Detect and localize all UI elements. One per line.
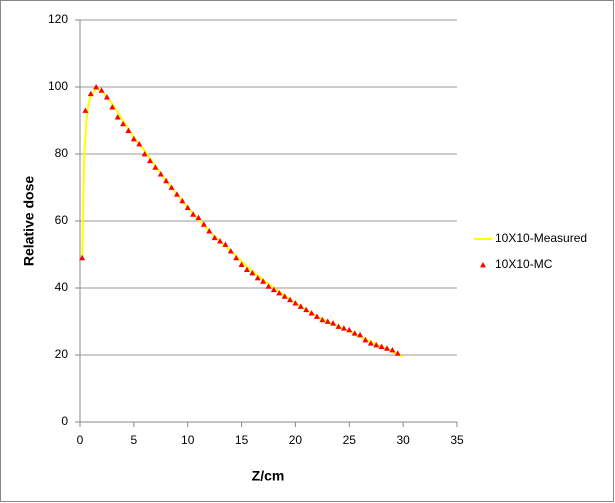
- legend-swatch: [480, 262, 486, 268]
- data-point: [217, 238, 224, 244]
- data-point: [184, 204, 191, 210]
- data-point: [308, 310, 315, 316]
- data-point: [98, 87, 105, 93]
- data-point: [173, 191, 180, 197]
- data-point: [281, 293, 288, 299]
- data-point: [335, 323, 342, 329]
- y-tick-label: 60: [55, 213, 69, 227]
- x-tick-label: 0: [77, 433, 84, 447]
- data-point: [270, 286, 277, 293]
- data-point: [389, 346, 396, 353]
- data-point: [254, 274, 261, 281]
- data-point: [152, 164, 159, 170]
- y-tick-label: 0: [61, 414, 68, 428]
- data-point: [147, 157, 154, 164]
- data-point: [211, 234, 218, 241]
- data-point: [109, 104, 116, 110]
- data-point: [227, 248, 234, 254]
- legend-label: 10X10-Measured: [495, 231, 587, 245]
- data-point: [287, 296, 294, 303]
- y-tick-label: 20: [55, 347, 69, 361]
- data-point: [330, 320, 337, 326]
- data-point: [87, 90, 94, 97]
- data-point: [238, 261, 245, 267]
- x-tick-label: 30: [396, 433, 410, 447]
- data-point: [383, 345, 390, 351]
- data-point: [200, 221, 207, 227]
- x-tick-label: 10: [181, 433, 195, 447]
- data-point: [120, 120, 127, 127]
- x-tick-label: 25: [343, 433, 357, 447]
- data-point: [222, 241, 229, 247]
- x-tick-label: 5: [131, 433, 138, 447]
- data-point: [179, 197, 186, 204]
- data-point: [243, 266, 250, 272]
- data-point: [265, 283, 272, 289]
- data-point: [206, 228, 213, 234]
- data-point: [394, 350, 401, 356]
- data-point: [367, 340, 374, 346]
- data-point: [130, 135, 137, 142]
- data-point: [141, 151, 148, 157]
- data-point: [276, 290, 283, 296]
- legend-label: 10X10-MC: [495, 257, 553, 271]
- data-point: [357, 331, 364, 338]
- data-point: [292, 300, 299, 306]
- data-point: [351, 330, 358, 336]
- x-tick-label: 15: [235, 433, 249, 447]
- data-point: [313, 313, 320, 319]
- data-point: [82, 107, 89, 113]
- x-tick-label: 35: [450, 433, 464, 447]
- data-point: [373, 341, 380, 348]
- x-tick-label: 20: [289, 433, 303, 447]
- data-point: [297, 303, 304, 309]
- data-point: [303, 306, 310, 313]
- data-point: [79, 254, 86, 261]
- data-point: [195, 214, 202, 221]
- data-point: [378, 343, 385, 350]
- data-point: [93, 84, 100, 90]
- data-point: [163, 177, 170, 184]
- y-axis-title: Relative dose: [21, 176, 37, 266]
- data-point: [340, 325, 347, 331]
- y-tick-label: 80: [55, 146, 69, 160]
- data-point: [233, 254, 240, 261]
- data-point: [260, 278, 267, 284]
- data-point: [319, 316, 326, 323]
- data-point: [125, 127, 132, 133]
- data-point: [168, 184, 175, 190]
- data-point: [136, 140, 143, 147]
- y-tick-label: 100: [48, 79, 68, 93]
- data-point: [157, 171, 164, 177]
- data-point: [346, 326, 353, 333]
- y-tick-label: 120: [48, 12, 68, 26]
- data-point: [324, 318, 331, 324]
- data-point: [190, 211, 197, 217]
- x-axis-title: Z/cm: [252, 468, 285, 484]
- data-point: [114, 114, 121, 120]
- data-point: [103, 94, 110, 100]
- data-point: [249, 269, 256, 276]
- y-tick-label: 40: [55, 280, 69, 294]
- data-point: [362, 336, 369, 343]
